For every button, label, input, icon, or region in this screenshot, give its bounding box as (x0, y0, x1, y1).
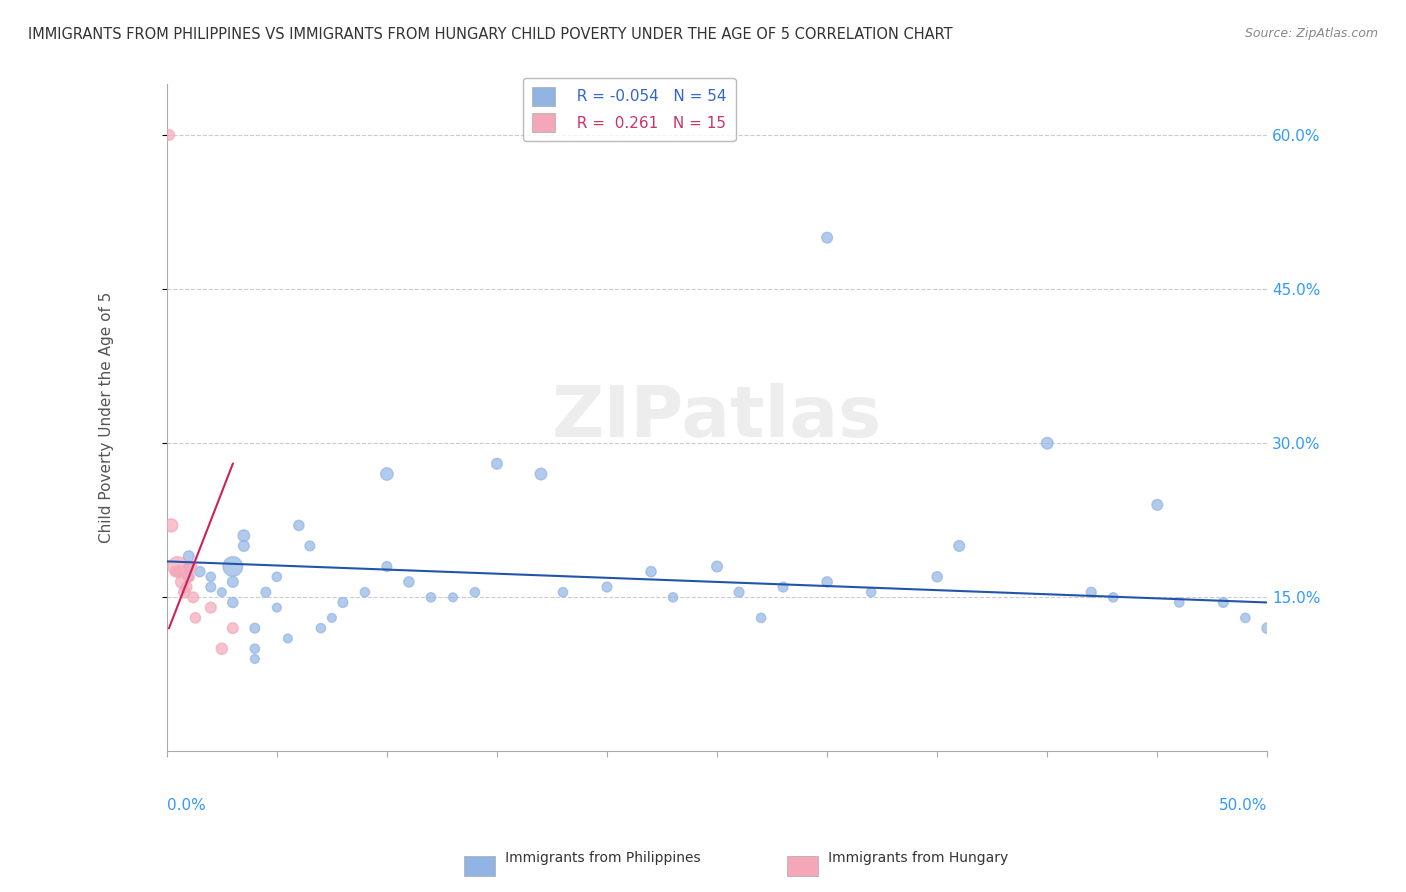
Point (288, 518, 311, 533)
Point (309, 621, 332, 635)
Point (243, 621, 266, 635)
Point (188, 565, 211, 579)
Point (485, 457, 508, 471)
Point (419, 591, 441, 605)
Point (166, 559, 188, 574)
Point (441, 591, 464, 605)
Point (321, 611, 343, 625)
Point (173, 585, 195, 599)
Point (184, 611, 207, 625)
Point (160, 518, 183, 533)
Point (298, 539, 321, 553)
Point (177, 559, 200, 574)
Point (169, 565, 191, 579)
Point (232, 539, 254, 553)
Point (277, 632, 299, 646)
Point (375, 559, 398, 574)
Point (1102, 591, 1125, 605)
Point (266, 600, 288, 615)
Point (1036, 436, 1059, 450)
Point (200, 600, 222, 615)
Point (1168, 595, 1191, 609)
Point (815, 574, 838, 589)
Point (749, 611, 772, 625)
Point (596, 580, 619, 594)
Text: 0.0%: 0.0% (167, 798, 205, 814)
Point (243, 641, 266, 656)
Point (354, 585, 377, 599)
Point (232, 529, 254, 543)
Point (222, 559, 245, 574)
Point (200, 580, 222, 594)
Point (1234, 611, 1257, 625)
Point (243, 652, 266, 666)
Point (254, 585, 277, 599)
Point (1146, 498, 1168, 512)
Text: Immigrants from Philippines: Immigrants from Philippines (492, 851, 700, 865)
Point (464, 585, 486, 599)
Point (176, 580, 198, 594)
Point (728, 585, 751, 599)
Text: Source: ZipAtlas.com: Source: ZipAtlas.com (1244, 27, 1378, 40)
Point (222, 595, 245, 609)
Point (815, 230, 838, 244)
Point (177, 570, 200, 584)
Text: ZIPatlas: ZIPatlas (553, 383, 882, 452)
Point (181, 591, 204, 605)
Point (200, 570, 222, 584)
Point (177, 549, 200, 564)
Point (706, 559, 728, 574)
Point (332, 595, 354, 609)
Point (640, 565, 662, 579)
Text: 50.0%: 50.0% (1219, 798, 1267, 814)
Point (172, 574, 194, 589)
Point (222, 574, 245, 589)
Point (165, 565, 187, 579)
Text: Child Poverty Under the Age of 5: Child Poverty Under the Age of 5 (98, 292, 114, 543)
Point (211, 585, 233, 599)
Point (211, 641, 233, 656)
Point (1080, 585, 1102, 599)
Point (157, 128, 180, 142)
Legend:   R = -0.054   N = 54,   R =  0.261   N = 15: R = -0.054 N = 54, R = 0.261 N = 15 (523, 78, 735, 141)
Point (772, 580, 794, 594)
Point (222, 621, 245, 635)
Point (948, 539, 970, 553)
Point (860, 585, 883, 599)
Text: Immigrants from Hungary: Immigrants from Hungary (815, 851, 1008, 865)
Point (177, 570, 200, 584)
Point (180, 559, 202, 574)
Point (266, 570, 288, 584)
Point (375, 467, 398, 481)
Point (551, 585, 574, 599)
Point (662, 591, 685, 605)
Text: IMMIGRANTS FROM PHILIPPINES VS IMMIGRANTS FROM HUNGARY CHILD POVERTY UNDER THE A: IMMIGRANTS FROM PHILIPPINES VS IMMIGRANT… (28, 27, 953, 42)
Point (1256, 621, 1278, 635)
Point (398, 574, 420, 589)
Point (530, 467, 553, 481)
Point (1212, 595, 1234, 609)
Point (927, 570, 949, 584)
